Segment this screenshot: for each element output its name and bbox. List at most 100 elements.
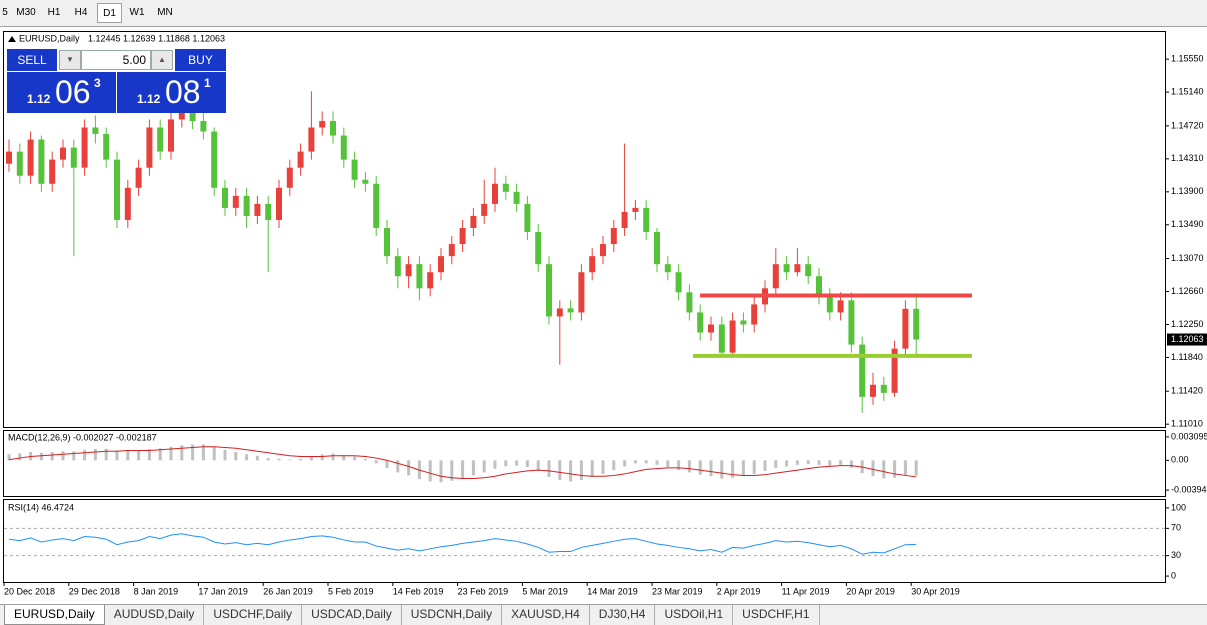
- candle-body: [168, 119, 174, 152]
- candle-body: [826, 296, 833, 313]
- macd-bar: [126, 450, 130, 461]
- candle-body: [157, 127, 164, 152]
- candle-body: [427, 272, 434, 289]
- buy-price[interactable]: 1.12 08 1: [117, 72, 226, 113]
- lot-up[interactable]: ▲: [151, 50, 173, 70]
- candle-body: [751, 304, 758, 325]
- timeframe-button[interactable]: M30: [16, 7, 36, 18]
- chart-tab[interactable]: USDCHF,H1: [733, 605, 820, 625]
- chart-tab[interactable]: USDCAD,Daily: [302, 605, 402, 625]
- chart-tab[interactable]: EURUSD,Daily: [4, 605, 105, 625]
- candle-body: [200, 121, 207, 132]
- macd-bar: [547, 460, 551, 477]
- timeframe-button[interactable]: W1: [129, 7, 145, 18]
- macd-bar: [39, 452, 43, 461]
- candle-body: [70, 147, 77, 168]
- timeframe-button[interactable]: 5: [2, 7, 8, 18]
- macd-bar: [137, 450, 141, 461]
- macd-bar: [536, 460, 540, 471]
- macd-bar: [331, 453, 335, 461]
- chart-tab[interactable]: DJ30,H4: [590, 605, 656, 625]
- candle-body: [837, 300, 844, 313]
- macd-bar: [763, 460, 767, 471]
- x-tick-label: 8 Jan 2019: [134, 586, 179, 596]
- macd-bar: [493, 460, 497, 469]
- price-big: 08: [165, 74, 201, 110]
- candle-body: [729, 320, 736, 353]
- signal-line: [8, 446, 917, 479]
- chart-tab[interactable]: AUDUSD,Daily: [105, 605, 205, 625]
- chart-title: EURUSD,Daily: [19, 33, 80, 43]
- y-tick-label: -0.00394: [1171, 484, 1207, 494]
- candle-body: [686, 292, 693, 313]
- macd-bar: [191, 444, 195, 461]
- macd-bar: [471, 460, 475, 476]
- candle-body: [330, 121, 336, 136]
- candle-body: [848, 300, 855, 345]
- macd-bar: [223, 449, 227, 461]
- y-tick-label: 1.13490: [1171, 219, 1204, 229]
- lot-input[interactable]: 5.00: [81, 50, 151, 70]
- macd-bar: [342, 455, 346, 461]
- macd-bar: [698, 460, 702, 475]
- candle-body: [880, 384, 887, 393]
- candle-body: [297, 151, 304, 168]
- sell-button[interactable]: SELL: [7, 49, 57, 71]
- candle-body: [794, 264, 801, 273]
- macd-bar: [439, 460, 443, 483]
- chart-tab[interactable]: USDCHF,Daily: [204, 605, 303, 625]
- y-tick-label: 1.13900: [1171, 186, 1204, 196]
- candle-body: [103, 133, 110, 160]
- candle-body: [589, 256, 596, 273]
- macd-bar: [785, 460, 789, 467]
- candle-body: [211, 131, 218, 188]
- collapse-icon[interactable]: [8, 36, 16, 42]
- macd-bar: [558, 460, 562, 480]
- timeframe-button[interactable]: D1: [97, 3, 122, 23]
- macd-bar: [353, 456, 357, 461]
- price-big: 06: [55, 74, 91, 110]
- candle-body: [340, 135, 347, 160]
- candle-body: [718, 324, 725, 353]
- macd-bar: [731, 460, 735, 478]
- lot-down[interactable]: ▼: [59, 50, 81, 70]
- timeframe-button[interactable]: MN: [157, 7, 173, 18]
- sell-price[interactable]: 1.12 06 3: [7, 72, 116, 113]
- buy-button[interactable]: BUY: [175, 49, 226, 71]
- price-prefix: 1.12: [137, 92, 161, 106]
- macd-bar: [817, 460, 821, 465]
- macd-bar: [709, 460, 713, 477]
- y-tick-label: 100: [1171, 502, 1186, 512]
- x-tick-label: 5 Feb 2019: [328, 586, 374, 596]
- candle-body: [492, 183, 498, 204]
- x-tick-label: 23 Feb 2019: [458, 586, 509, 596]
- candle-body: [632, 207, 639, 212]
- candle-body: [16, 151, 23, 176]
- macd-bar: [828, 460, 832, 466]
- chart-tab[interactable]: USDOil,H1: [655, 605, 734, 625]
- macd-bar: [774, 460, 778, 468]
- macd-bar: [363, 458, 367, 461]
- y-tick-label: 70: [1171, 523, 1181, 533]
- x-tick-label: 14 Feb 2019: [393, 586, 444, 596]
- timeframe-button[interactable]: H1: [47, 7, 61, 18]
- chart-tab[interactable]: XAUUSD,H4: [502, 605, 590, 625]
- chart: EURUSD,Daily 1.12445 1.12639 1.11868 1.1…: [3, 31, 1207, 596]
- macd-bar: [428, 460, 432, 482]
- y-tick-label: 1.11840: [1171, 352, 1203, 362]
- y-tick-label: 1.11010: [1171, 419, 1203, 429]
- chart-tab[interactable]: USDCNH,Daily: [402, 605, 503, 625]
- candle-body: [664, 264, 671, 273]
- macd-bar: [882, 460, 886, 479]
- x-tick-label: 14 Mar 2019: [587, 586, 638, 596]
- macd-bar: [806, 460, 810, 465]
- candle-body: [654, 232, 660, 265]
- candle-body: [535, 232, 542, 265]
- candle-body: [643, 207, 650, 233]
- x-tick-label: 30 Apr 2019: [911, 586, 960, 596]
- timeframe-button[interactable]: H4: [74, 7, 88, 18]
- macd-bar: [396, 460, 400, 473]
- candle-body: [805, 264, 812, 277]
- macd-bar: [677, 460, 681, 471]
- y-tick-label: 1.12250: [1171, 319, 1204, 329]
